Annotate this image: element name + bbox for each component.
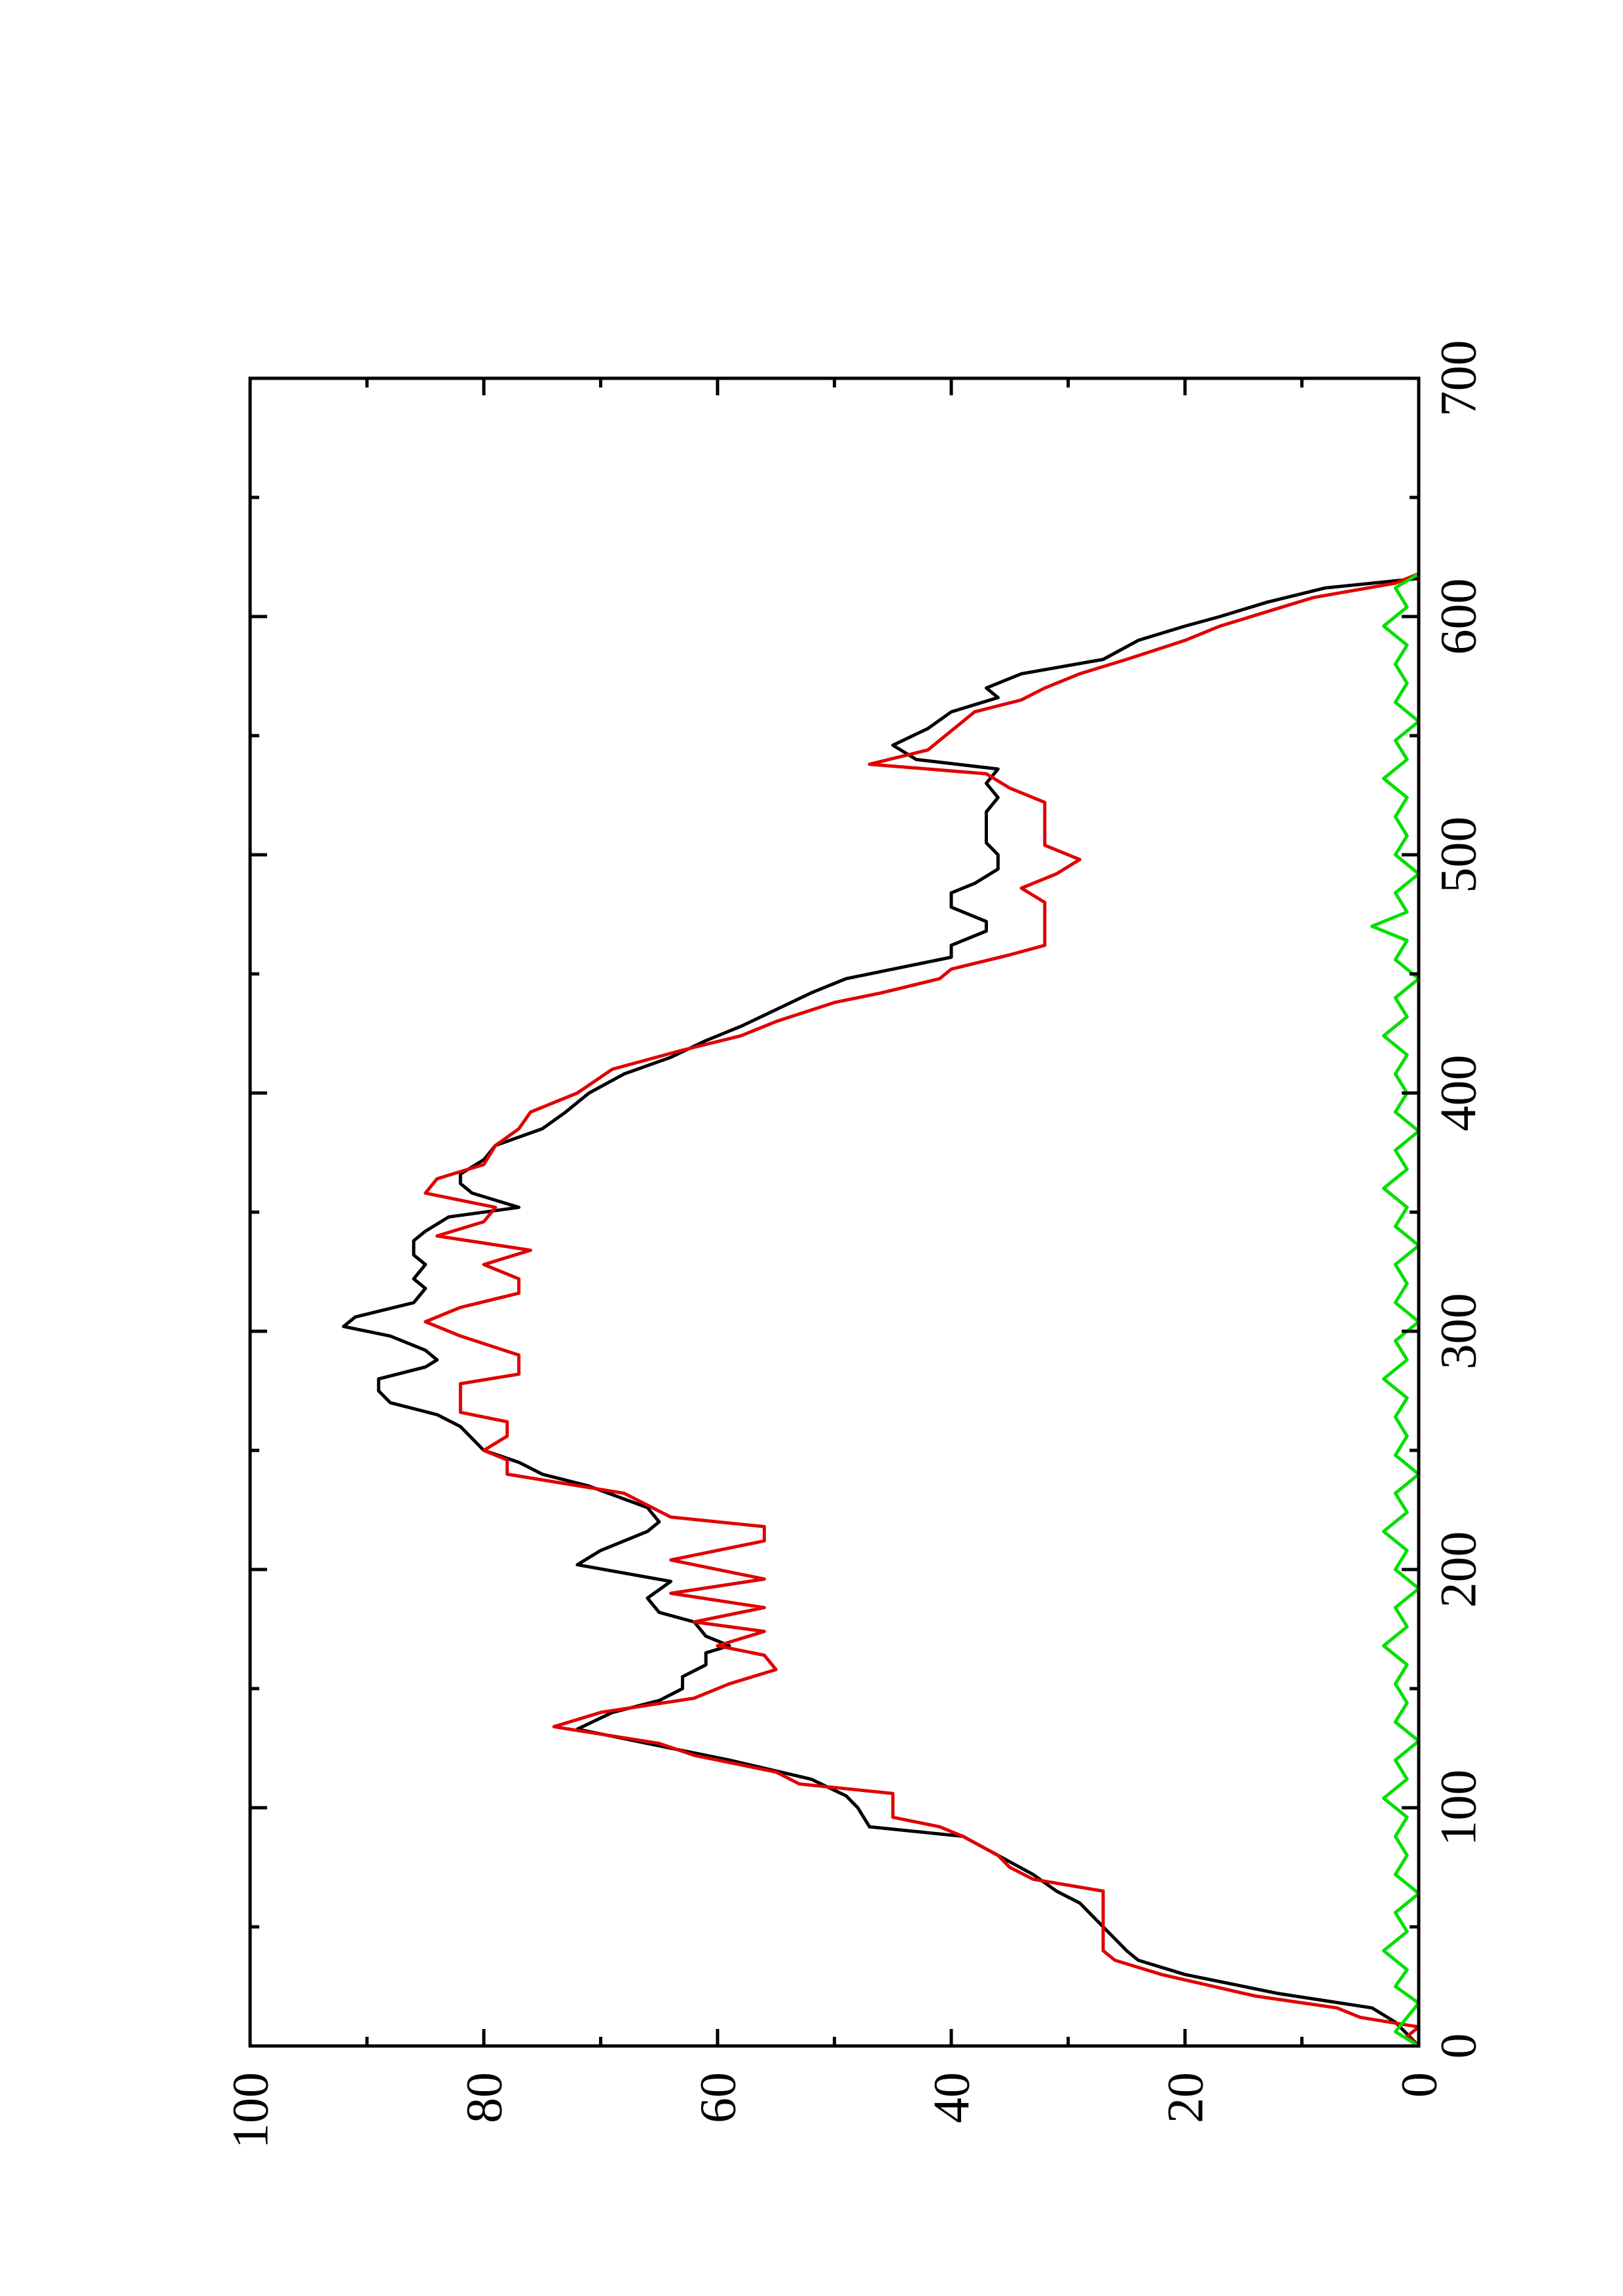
x-tick-label: 0 (1430, 2034, 1487, 2059)
y-tick-label: 0 (1391, 2072, 1448, 2098)
series-line-3 (1370, 572, 1421, 2048)
x-tick-label: 400 (1430, 1055, 1487, 1132)
y-tick-label: 20 (1157, 2072, 1214, 2123)
y-tick-label: 100 (222, 2072, 279, 2149)
x-tick-label: 200 (1430, 1532, 1487, 1608)
x-tick-label: 600 (1430, 579, 1487, 655)
plot-frame (248, 376, 1421, 2048)
x-tick-label: 500 (1430, 817, 1487, 893)
tick-label-layer: 0 100 200 300 400 500 600 700 0 20 40 60 80 100 (222, 340, 1487, 2149)
x-tick-label: 100 (1430, 1770, 1487, 1846)
x-tick-label: 300 (1430, 1293, 1487, 1370)
series-line-2 (424, 572, 1421, 2048)
y-tick-label: 60 (689, 2072, 746, 2123)
series-layer (342, 572, 1421, 2048)
series-line-1 (342, 577, 1421, 2048)
y-tick-label: 80 (456, 2072, 513, 2123)
y-tick-label: 40 (923, 2072, 980, 2123)
x-tick-label: 700 (1430, 340, 1487, 417)
